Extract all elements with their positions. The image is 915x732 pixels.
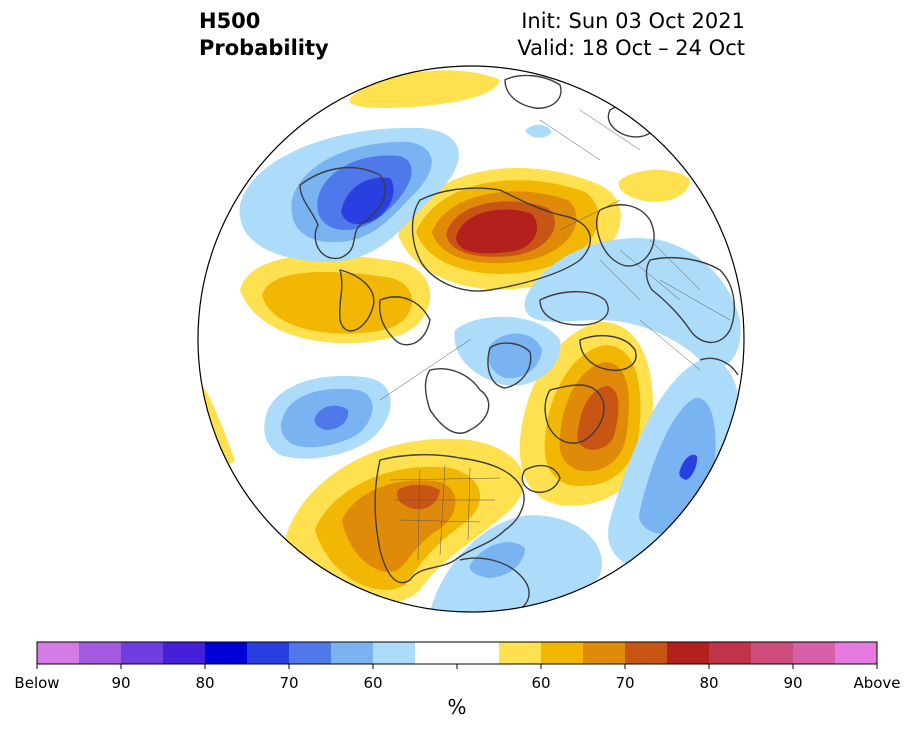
colorbar-cell <box>121 642 164 664</box>
colorbar-cell <box>457 642 500 664</box>
below-normal-europe <box>524 238 741 368</box>
map-boundary-circle <box>197 65 745 613</box>
above-normal-north-atlantic <box>519 321 653 506</box>
colorbar-cell <box>415 642 458 664</box>
colorbar-cell <box>373 642 416 664</box>
colorbar-cell <box>163 642 206 664</box>
colorbar-cells <box>37 642 878 664</box>
colorbar-cell <box>79 642 122 664</box>
map-title-left: H500 Probability <box>199 8 329 62</box>
above-normal-western-north-america <box>285 438 525 604</box>
above-normal-scandinavia <box>618 169 690 202</box>
colorbar-cell <box>667 642 710 664</box>
below-normal-eastern-us <box>430 515 602 612</box>
map-title-right: Init: Sun 03 Oct 2021 Valid: 18 Oct – 24… <box>517 8 745 62</box>
colorbar-tick-label: 90 <box>783 674 803 692</box>
title-variable: H500 <box>199 9 261 33</box>
colorbar-cell <box>751 642 794 664</box>
colorbar-tick-label: Above <box>853 674 901 692</box>
colorbar-tick-label: Below <box>14 674 60 692</box>
below-normal-north-pacific <box>264 375 391 459</box>
colorbar-tick-label: 70 <box>279 674 299 692</box>
colorbar-tick-label: 80 <box>699 674 719 692</box>
colorbar-tick-label: 80 <box>195 674 215 692</box>
colorbar-cell <box>331 642 374 664</box>
colorbar-tick-label: 70 <box>615 674 635 692</box>
title-product: Probability <box>199 36 329 60</box>
colorbar-tick-label: 90 <box>111 674 131 692</box>
colorbar-frame <box>36 641 878 665</box>
title-valid-range: Valid: 18 Oct – 24 Oct <box>517 36 745 60</box>
colorbar-cell <box>499 642 542 664</box>
polar-probability-map <box>197 65 745 613</box>
colorbar-cell <box>37 642 80 664</box>
political-boundaries <box>389 109 731 561</box>
title-init-date: Init: Sun 03 Oct 2021 <box>521 9 745 33</box>
colorbar-cell <box>835 642 878 664</box>
colorbar-tick-label: 60 <box>363 674 383 692</box>
meridian-line <box>379 338 472 401</box>
colorbar-ticks <box>36 664 878 669</box>
below-normal-east-siberia <box>239 127 459 262</box>
below-normal-pole-patch <box>455 328 486 339</box>
colorbar-cell <box>709 642 752 664</box>
colorbar-tick-label: 60 <box>531 674 551 692</box>
below-normal-siberia-patch <box>525 124 552 138</box>
coastlines <box>299 74 739 612</box>
colorbar-cell <box>205 642 248 664</box>
colorbar-cell <box>793 642 836 664</box>
colorbar-cell <box>289 642 332 664</box>
colorbar-cell <box>541 642 584 664</box>
colorbar-units: % <box>447 695 467 719</box>
colorbar-cell <box>625 642 668 664</box>
colorbar-cell <box>247 642 290 664</box>
colorbar-cell <box>583 642 626 664</box>
